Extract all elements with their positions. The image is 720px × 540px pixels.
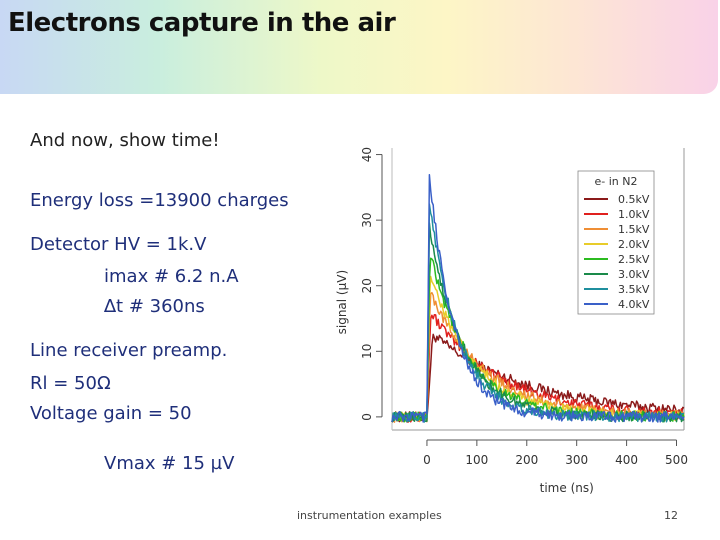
x-axis-label: time (ns) (540, 481, 594, 495)
x-tick-label-500: 500 (665, 453, 688, 467)
legend-label-2.5kV: 2.5kV (618, 253, 650, 266)
delta-t-text: ∆t # 360ns (104, 296, 205, 317)
voltage-gain-text: Voltage gain = 50 (30, 403, 192, 424)
detector-hv-text: Detector HV = 1k.V (30, 234, 207, 255)
energy-loss-text: Energy loss =13900 charges (30, 190, 289, 211)
title-banner (0, 0, 718, 94)
x-tick-label-200: 200 (515, 453, 538, 467)
slide-title: Electrons capture in the air (8, 8, 396, 38)
y-axis-label: signal (µV) (335, 270, 349, 335)
legend-label-2.0kV: 2.0kV (618, 238, 650, 251)
y-tick-label-0: 0 (360, 413, 374, 421)
y-tick-label-20: 20 (360, 278, 374, 293)
legend-label-1.5kV: 1.5kV (618, 223, 650, 236)
series-line-4.0kV (391, 174, 685, 423)
legend-label-1.0kV: 1.0kV (618, 208, 650, 221)
x-tick-label-400: 400 (615, 453, 638, 467)
page-number: 12 (664, 509, 678, 522)
x-tick-label-300: 300 (565, 453, 588, 467)
line-receiver-text: Line receiver preamp. (30, 340, 228, 361)
y-tick-label-40: 40 (360, 147, 374, 162)
rl-text: Rl = 50Ω (30, 373, 111, 394)
legend-box (577, 170, 655, 315)
intro-text: And now, show time! (30, 130, 220, 151)
legend-label-3.5kV: 3.5kV (618, 283, 650, 296)
legend-label-3.0kV: 3.0kV (618, 268, 650, 281)
series-line-0.5kV (391, 333, 685, 423)
footer-caption: instrumentation examples (297, 509, 442, 522)
x-tick-label-0: 0 (423, 453, 431, 467)
y-tick-label-30: 30 (360, 212, 374, 227)
legend-label-4.0kV: 4.0kV (618, 298, 650, 311)
legend-label-0.5kV: 0.5kV (618, 193, 650, 206)
imax-text: imax # 6.2 n.A (104, 266, 239, 287)
legend-title: e- in N2 (595, 175, 638, 188)
series-line-2.0kV (391, 275, 685, 423)
vmax-text: Vmax # 15 µV (104, 453, 235, 474)
y-tick-label-10: 10 (360, 344, 374, 359)
x-tick-label-100: 100 (465, 453, 488, 467)
